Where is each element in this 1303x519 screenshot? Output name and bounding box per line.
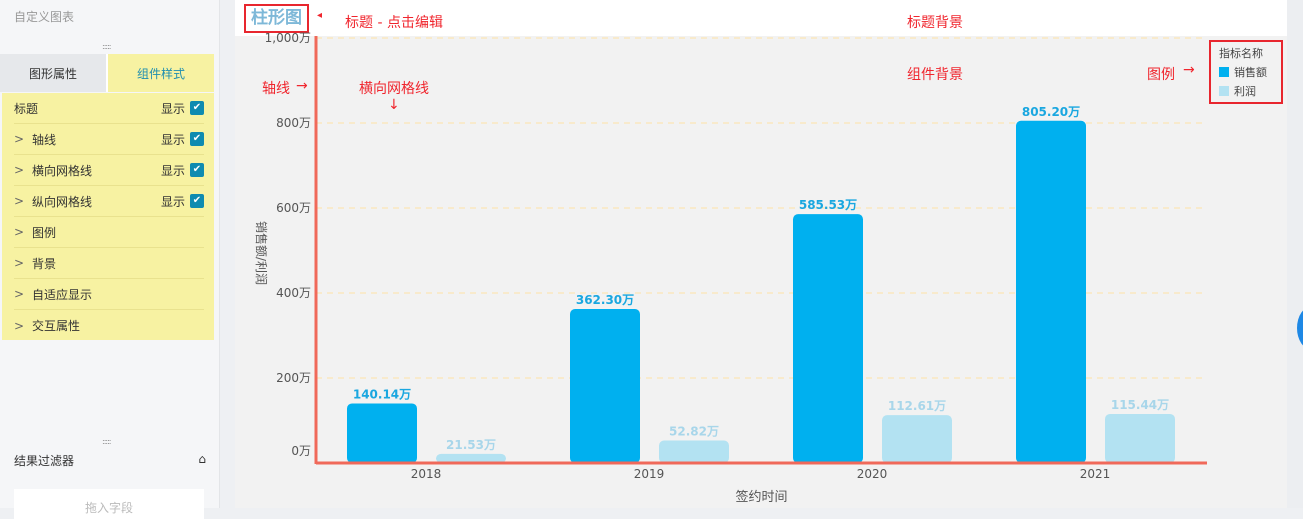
chevron-right-icon: > — [14, 287, 25, 301]
data-label: 362.30万 — [576, 293, 634, 307]
legend-swatch — [1219, 67, 1229, 77]
legend-label: 利润 — [1234, 85, 1256, 98]
chart-plot: 0万 200万 400万 600万 800万 1,000万 140.14万 21.53万 201… — [254, 31, 1207, 505]
x-tick-label: 2021 — [1080, 467, 1111, 481]
data-label: 52.82万 — [669, 425, 719, 439]
bar-profit — [882, 415, 952, 463]
data-label: 585.53万 — [799, 198, 857, 212]
style-item[interactable]: > 背景 — [14, 248, 204, 279]
annotation-legend: 图例 — [1147, 67, 1175, 83]
annotation-component-bg: 组件背景 — [907, 67, 963, 83]
annotation-title: 标题 - 点击编辑 — [345, 15, 443, 31]
bar-profit — [436, 453, 506, 463]
style-item-label: 纵向网格线 — [32, 194, 93, 209]
sidebar-header: 自定义图表 — [14, 10, 75, 24]
style-item-label: 轴线 — [32, 132, 57, 147]
legend-item-profit[interactable]: 利润 — [1219, 83, 1273, 99]
y-axis-title: 销售额/利润 — [254, 221, 269, 285]
bar-profit — [1105, 413, 1175, 463]
drop-field-zone[interactable]: 拖入字段 — [14, 489, 204, 519]
style-item[interactable]: > 轴线 显示 ✔ — [14, 124, 204, 155]
right-edge — [1287, 0, 1303, 508]
resize-handle[interactable]: ::::: — [102, 437, 112, 446]
chevron-right-icon: > — [14, 132, 25, 146]
style-item[interactable]: > 纵向网格线 显示 ✔ — [14, 186, 204, 217]
floating-button[interactable] — [1297, 306, 1303, 350]
annotation-axis: 轴线 — [262, 81, 290, 97]
x-tick-label: 2020 — [857, 467, 888, 481]
result-filter: 结果过滤器 ⌂ — [14, 452, 206, 469]
arrow-left-icon: ◂ — [317, 10, 323, 21]
chevron-right-icon: > — [14, 194, 25, 208]
title-background — [235, 0, 1287, 36]
style-item[interactable]: 标题 显示 ✔ — [14, 93, 204, 124]
x-tick-label: 2018 — [411, 467, 442, 481]
chevron-right-icon: > — [14, 256, 25, 270]
y-tick-label: 0万 — [291, 444, 311, 458]
data-label: 115.44万 — [1111, 398, 1169, 412]
y-tick-label: 800万 — [276, 116, 311, 130]
bar-profit — [659, 440, 729, 463]
style-item[interactable]: > 自适应显示 — [14, 279, 204, 310]
bar-sales — [570, 309, 640, 463]
annotation-title-bg: 标题背景 — [907, 15, 963, 31]
show-label: 显示 — [160, 194, 185, 209]
filter-clear-icon[interactable]: ⌂ — [198, 452, 206, 466]
bar-sales — [347, 403, 417, 463]
style-item-label: 图例 — [32, 225, 57, 240]
chart-component[interactable]: 柱形图 ◂ 标题 - 点击编辑 标题背景 轴线 → 横向网格线 ↓ 组件背景 图… — [235, 0, 1287, 508]
data-label: 805.20万 — [1022, 105, 1080, 119]
chevron-right-icon: > — [14, 318, 25, 333]
show-checkbox[interactable]: ✔ — [190, 101, 204, 115]
show-checkbox[interactable]: ✔ — [190, 163, 204, 177]
arrow-down-icon: ↓ — [388, 97, 400, 113]
show-label: 显示 — [160, 101, 185, 116]
resize-handle[interactable]: ::::: — [102, 42, 112, 51]
style-item-label: 自适应显示 — [32, 287, 93, 302]
style-item[interactable]: > 横向网格线 显示 ✔ — [14, 155, 204, 186]
chevron-right-icon: > — [14, 163, 25, 177]
x-axis-title: 签约时间 — [735, 489, 787, 505]
show-label: 显示 — [160, 132, 185, 147]
x-tick-label: 2019 — [634, 467, 665, 481]
legend-item-sales[interactable]: 销售额 — [1219, 64, 1273, 80]
data-label: 140.14万 — [353, 387, 411, 401]
bar-sales — [793, 214, 863, 463]
y-tick-label: 200万 — [276, 371, 311, 385]
style-item-label: 横向网格线 — [32, 163, 93, 178]
y-tick-label: 1,000万 — [265, 31, 311, 45]
tabs: 图形属性 组件样式 — [0, 54, 214, 92]
filter-title: 结果过滤器 — [14, 454, 75, 468]
tab-component-style[interactable]: 组件样式 — [106, 54, 214, 92]
y-tick-label: 600万 — [276, 201, 311, 215]
style-item-label: 交互属性 — [32, 319, 81, 333]
style-item-label: 标题 — [14, 101, 39, 116]
style-panel: 标题 显示 ✔ > 轴线 显示 ✔ > 横向网格线 显示 ✔ > 纵向网格线 显示 ✔ > 图例 > 背景 > 自适应显… — [2, 93, 214, 340]
arrow-right-icon: → — [1183, 62, 1195, 78]
legend-label: 销售额 — [1234, 66, 1267, 79]
y-tick-label: 400万 — [276, 286, 311, 300]
chevron-right-icon: > — [14, 225, 25, 239]
show-checkbox[interactable]: ✔ — [190, 194, 204, 208]
tab-chart-properties[interactable]: 图形属性 — [0, 54, 106, 92]
style-item[interactable]: > 图例 — [14, 217, 204, 248]
chart-title[interactable]: 柱形图 — [244, 4, 309, 33]
style-item-label: 背景 — [32, 256, 57, 271]
arrow-right-icon: → — [296, 78, 308, 94]
show-label: 显示 — [160, 163, 185, 178]
annotation-hgrid: 横向网格线 — [359, 81, 429, 97]
style-item[interactable]: > 交互属性 — [14, 310, 204, 341]
data-label: 112.61万 — [888, 399, 946, 413]
data-label: 21.53万 — [446, 438, 496, 452]
legend: 指标名称 销售额 利润 — [1209, 40, 1283, 104]
show-checkbox[interactable]: ✔ — [190, 132, 204, 146]
bar-sales — [1016, 120, 1086, 463]
legend-swatch — [1219, 86, 1229, 96]
legend-title: 指标名称 — [1219, 47, 1263, 60]
sidebar: 自定义图表 ::::: 图形属性 组件样式 标题 显示 ✔ > 轴线 显示 ✔ > 横向网格线显… — [0, 0, 220, 519]
